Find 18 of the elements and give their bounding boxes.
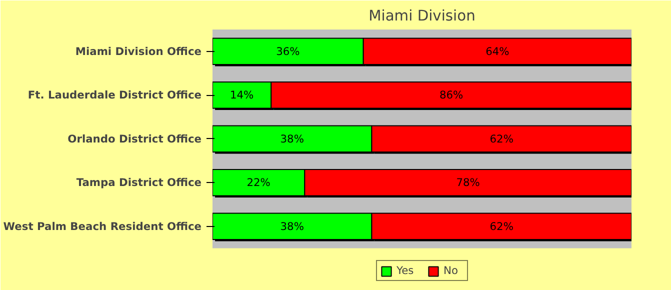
data-label: 78% — [456, 176, 480, 190]
legend-label: No — [444, 264, 459, 277]
y-tick-label: Tampa District Office — [76, 176, 202, 190]
legend-label: Yes — [396, 264, 415, 277]
y-tick-label: Miami Division Office — [75, 44, 202, 58]
data-label: 62% — [490, 220, 514, 233]
data-label: 38% — [280, 132, 304, 146]
y-tick-label: Orlando District Office — [68, 132, 202, 146]
chart-title: Miami Division — [368, 8, 476, 24]
data-label: 62% — [490, 132, 514, 146]
data-label: 86% — [439, 88, 464, 102]
y-tick-label: West Palm Beach Resident Office — [3, 220, 202, 233]
y-tick-label: Ft. Lauderdale District Office — [28, 88, 202, 102]
data-label: 22% — [246, 176, 270, 190]
data-label: 64% — [486, 44, 510, 58]
data-label: 36% — [276, 44, 300, 58]
data-label: 14% — [230, 88, 254, 102]
data-label: 38% — [280, 220, 304, 233]
